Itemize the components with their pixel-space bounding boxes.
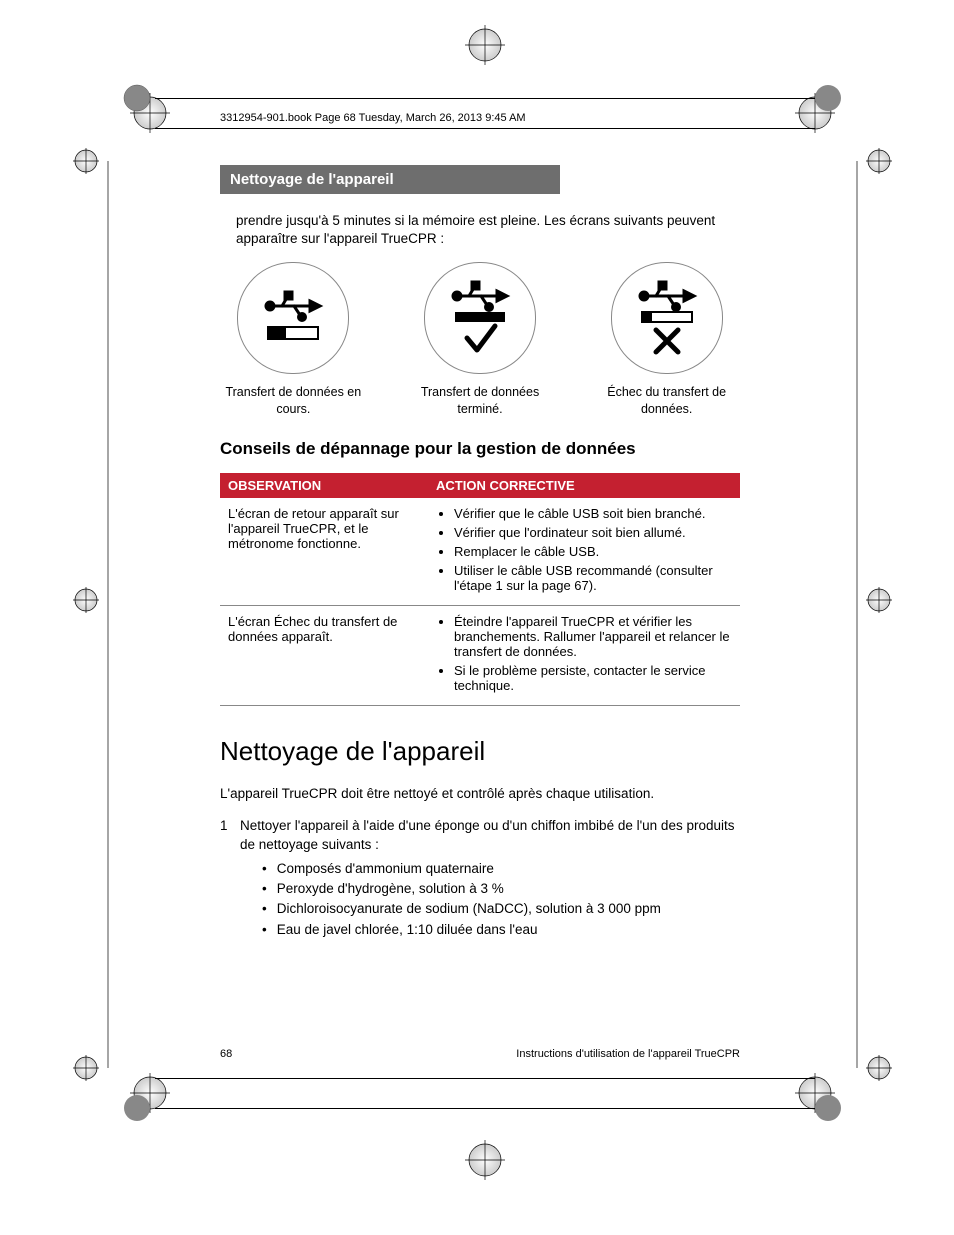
list-item: Composés d'ammonium quaternaire [262,859,740,879]
table-cell-obs: L'écran Échec du transfert de données ap… [220,605,428,705]
frame-line-bot2 [155,1108,815,1109]
icon-progress-caption: Transfert de données en cours. [220,384,367,417]
page-footer: 68 Instructions d'utilisation de l'appar… [220,1048,740,1060]
frame-line-bot [155,1078,815,1079]
usb-done-icon [424,262,536,374]
action-item: Si le problème persiste, contacter le se… [454,663,732,693]
action-item: Vérifier que le câble USB soit bien bran… [454,506,732,521]
icon-done: Transfert de données terminé. [407,262,554,417]
action-item: Remplacer le câble USB. [454,544,732,559]
step-number: 1 [220,817,240,855]
running-header: 3312954-901.book Page 68 Tuesday, March … [220,112,526,124]
table-header-action: ACTION CORRECTIVE [428,473,740,498]
usb-progress-icon [237,262,349,374]
action-item: Éteindre l'appareil TrueCPR et vérifier … [454,614,732,659]
list-item: Dichloroisocyanurate de sodium (NaDCC), … [262,899,740,919]
icon-progress: Transfert de données en cours. [220,262,367,417]
table-cell-actions: Éteindre l'appareil TrueCPR et vérifier … [428,605,740,705]
status-icons-row: Transfert de données en cours. [220,262,740,417]
table-cell-actions: Vérifier que le câble USB soit bien bran… [428,498,740,606]
action-item: Utiliser le câble USB recommandé (consul… [454,563,732,593]
frame-line-top2 [155,128,815,129]
footer-text: Instructions d'utilisation de l'appareil… [516,1048,740,1060]
table-header-observation: OBSERVATION [220,473,428,498]
icon-fail: Échec du transfert de données. [593,262,740,417]
table-cell-obs: L'écran de retour apparaît sur l'apparei… [220,498,428,606]
list-item: Peroxyde d'hydrogène, solution à 3 % [262,879,740,899]
usb-fail-icon [611,262,723,374]
list-item: Eau de javel chlorée, 1:10 diluée dans l… [262,920,740,940]
troubleshooting-subheading: Conseils de dépannage pour la gestion de… [220,439,740,459]
action-item: Vérifier que l'ordinateur soit bien allu… [454,525,732,540]
cleaning-intro: L'appareil TrueCPR doit être nettoyé et … [220,785,740,803]
numbered-list: 1 Nettoyer l'appareil à l'aide d'une épo… [220,817,740,855]
table-row: L'écran de retour apparaît sur l'apparei… [220,498,740,606]
icon-fail-caption: Échec du transfert de données. [593,384,740,417]
frame-line-top [155,98,815,99]
troubleshooting-table: OBSERVATION ACTION CORRECTIVE L'écran de… [220,473,740,706]
table-row: L'écran Échec du transfert de données ap… [220,605,740,705]
main-heading: Nettoyage de l'appareil [220,736,740,767]
step-text: Nettoyer l'appareil à l'aide d'une épong… [240,817,740,855]
section-bar: Nettoyage de l'appareil [220,165,560,194]
cleaning-products-list: Composés d'ammonium quaternaire Peroxyde… [262,859,740,940]
page-number: 68 [220,1048,232,1060]
intro-text: prendre jusqu'à 5 minutes si la mémoire … [236,212,740,248]
icon-done-caption: Transfert de données terminé. [407,384,554,417]
